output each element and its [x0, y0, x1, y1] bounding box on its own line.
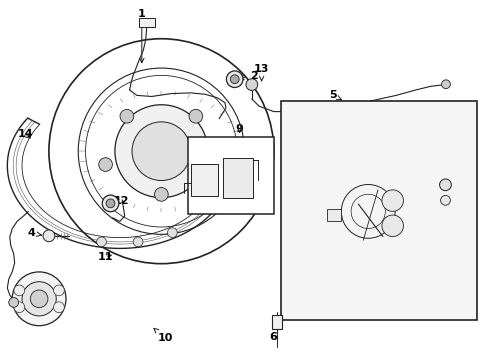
Text: 10: 10	[154, 328, 173, 343]
Text: 5: 5	[328, 90, 341, 100]
Circle shape	[230, 75, 239, 84]
Circle shape	[14, 285, 25, 296]
Circle shape	[189, 109, 203, 123]
Text: 1: 1	[138, 9, 145, 63]
Circle shape	[106, 199, 115, 208]
Circle shape	[53, 302, 64, 312]
Circle shape	[167, 228, 177, 238]
Circle shape	[30, 290, 48, 307]
Text: 6: 6	[268, 325, 277, 342]
Circle shape	[12, 272, 66, 326]
Text: 13: 13	[253, 64, 269, 81]
Text: 3: 3	[20, 306, 35, 318]
Circle shape	[120, 109, 133, 123]
Bar	[139, 18, 155, 27]
Circle shape	[381, 190, 403, 211]
Circle shape	[381, 215, 403, 237]
Circle shape	[132, 122, 190, 180]
Bar	[188, 137, 273, 214]
Circle shape	[43, 230, 55, 242]
Text: 14: 14	[18, 129, 33, 139]
Text: 7: 7	[458, 211, 472, 221]
Circle shape	[441, 80, 449, 89]
Bar	[326, 208, 341, 221]
Circle shape	[210, 158, 224, 171]
Circle shape	[14, 302, 25, 312]
Circle shape	[154, 188, 168, 201]
Circle shape	[102, 195, 119, 212]
Bar	[281, 101, 476, 320]
Circle shape	[9, 297, 19, 307]
Circle shape	[245, 79, 257, 90]
Circle shape	[115, 105, 207, 198]
Text: 9: 9	[235, 124, 243, 134]
Text: 4: 4	[28, 228, 41, 238]
Bar	[191, 164, 218, 196]
Circle shape	[226, 71, 243, 87]
Circle shape	[133, 237, 142, 247]
Text: 12: 12	[113, 196, 129, 206]
Text: 8: 8	[298, 265, 310, 279]
Bar	[223, 158, 252, 198]
Circle shape	[97, 237, 106, 247]
Circle shape	[99, 158, 112, 171]
Circle shape	[22, 282, 56, 316]
Circle shape	[53, 285, 64, 296]
Text: 11: 11	[97, 252, 113, 262]
Text: 2: 2	[239, 71, 258, 81]
Circle shape	[439, 179, 450, 191]
Bar	[272, 315, 282, 329]
Circle shape	[440, 195, 449, 205]
